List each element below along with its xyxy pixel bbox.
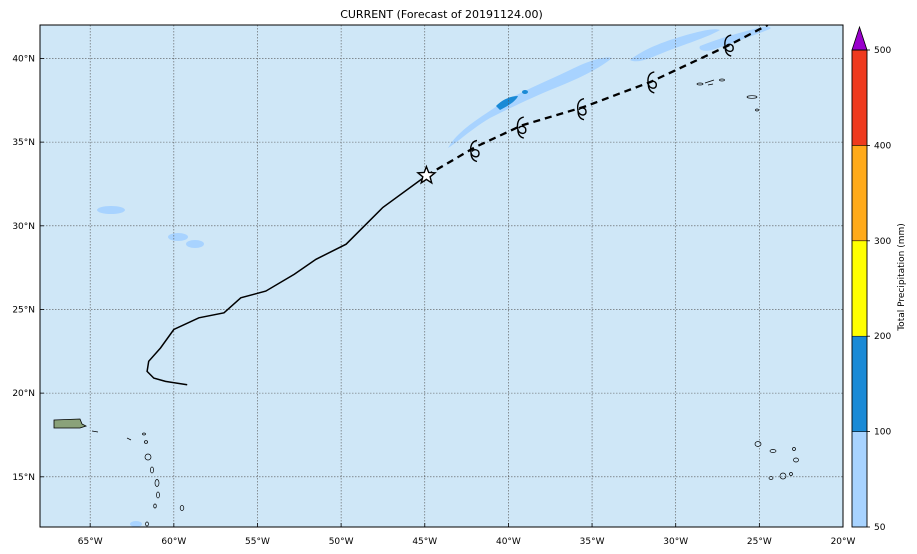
colorbar-ticks: 50 100 200 300 400 500 <box>867 46 891 533</box>
forecast-storm-track <box>425 25 769 177</box>
colorbar-tick-label: 200 <box>874 332 891 342</box>
colorbar-label: Total Precipitation (mm) <box>897 223 907 332</box>
storm-symbol-icon <box>724 34 734 57</box>
precip-swath-main <box>448 57 612 148</box>
island-cape-verde-1 <box>754 441 762 447</box>
island-azores-2 <box>704 79 715 86</box>
island-cape-verde-3 <box>792 447 796 451</box>
storm-symbol-icon <box>647 71 657 94</box>
island-antigua <box>144 440 148 444</box>
island-cape-verde-4 <box>793 457 799 463</box>
lat-tick-label: 20°N <box>12 389 35 399</box>
lon-tick-label: 25°W <box>747 537 772 547</box>
colorbar-tick-label: 500 <box>874 46 891 56</box>
storm-symbol-icon <box>516 116 527 139</box>
map-panel: 65°W 60°W 55°W 50°W 45°W 40°W 35°W 30°W 25°W 20°W… <box>12 24 856 547</box>
colorbar-segment <box>851 145 868 242</box>
colorbar-segment <box>851 335 868 432</box>
precipitation-layer <box>97 26 771 527</box>
lon-tick-label: 60°W <box>161 537 186 547</box>
island-barbados <box>179 505 185 511</box>
precip-blob-west-2 <box>168 233 188 241</box>
lat-tick-label: 25°N <box>12 305 35 315</box>
island-grenada <box>145 521 149 527</box>
lat-tick-label: 35°N <box>12 138 35 148</box>
colorbar-segment <box>851 49 868 146</box>
island-st-vincent <box>153 503 157 509</box>
puerto-rico-land <box>53 418 88 429</box>
lon-tick-label: 55°W <box>245 537 270 547</box>
small-islands <box>91 78 799 527</box>
island-cape-verde-5 <box>768 476 774 480</box>
ocean-background <box>40 25 843 527</box>
island-azores-3 <box>719 78 725 82</box>
lon-tick-label: 65°W <box>78 537 103 547</box>
precip-swath-northeast <box>699 26 771 51</box>
lat-tick-label: 15°N <box>12 473 35 483</box>
precip-swath-east <box>630 29 720 62</box>
island-cape-verde-2 <box>769 449 777 453</box>
lon-tick-label: 50°W <box>329 537 354 547</box>
colorbar-segment <box>851 240 868 337</box>
precip-blob-west-3 <box>186 240 204 248</box>
colorbar-segment <box>851 431 868 528</box>
colorbar-frame <box>851 49 868 528</box>
precip-blob-south <box>130 521 142 527</box>
map-title: CURRENT (Forecast of 20191124.00) <box>340 8 543 21</box>
precip-heavy-core <box>496 96 518 110</box>
colorbar-tick-label: 400 <box>874 141 891 151</box>
colorbar-segments <box>851 49 868 528</box>
current-position-star-icon <box>416 164 437 185</box>
latitude-ticks: 15°N 20°N 25°N 30°N 35°N 40°N <box>12 54 44 483</box>
island-guadeloupe <box>144 453 152 461</box>
lon-tick-label: 30°W <box>663 537 688 547</box>
island-anguilla <box>142 432 146 436</box>
island-martinique <box>154 479 160 487</box>
colorbar-tick-label: 100 <box>874 428 891 438</box>
precipitation-heavy-layer <box>496 90 528 110</box>
forecast-symbols <box>469 34 734 163</box>
map-frame <box>39 24 844 528</box>
colorbar-extend-arrow <box>851 25 868 51</box>
colorbar-tick-label: 300 <box>874 237 891 247</box>
longitude-ticks: 65°W 60°W 55°W 50°W 45°W 40°W 35°W 30°W 25°W 20°W <box>78 523 856 547</box>
precip-blob-west-1 <box>97 206 125 214</box>
lat-tick-label: 30°N <box>12 222 35 232</box>
island-dominica <box>150 466 154 474</box>
lon-tick-label: 35°W <box>580 537 605 547</box>
storm-symbol-icon <box>469 139 480 163</box>
lon-tick-label: 45°W <box>412 537 437 547</box>
island-virgin-islands <box>91 430 132 441</box>
storm-symbol-icon <box>576 98 587 121</box>
lon-tick-label: 20°W <box>831 537 856 547</box>
island-cape-verde-7 <box>789 472 793 476</box>
island-azores-5 <box>755 108 759 112</box>
island-cape-verde-6 <box>779 472 787 480</box>
colorbar-tick-label: 50 <box>874 523 886 533</box>
graticule <box>40 25 843 527</box>
precip-heavy-dot <box>522 90 528 94</box>
island-azores-4 <box>746 95 758 99</box>
lat-tick-label: 40°N <box>12 54 35 64</box>
landmasses <box>53 418 88 429</box>
colorbar: 50 100 200 300 400 500 Total Precipitation (m… <box>851 25 907 533</box>
lon-tick-label: 40°W <box>496 537 521 547</box>
island-azores-1 <box>696 82 704 86</box>
island-st-lucia <box>156 491 160 499</box>
past-storm-track <box>146 174 427 386</box>
